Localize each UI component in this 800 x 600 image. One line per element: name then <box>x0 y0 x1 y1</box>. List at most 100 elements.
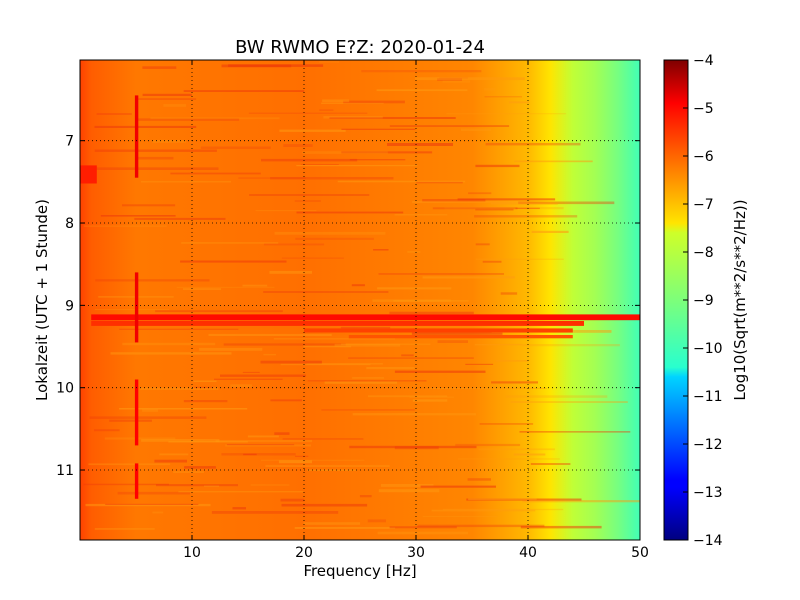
texture-streak <box>519 431 631 433</box>
texture-streak <box>351 284 365 287</box>
texture-streak <box>184 466 216 469</box>
texture-streak <box>322 99 350 103</box>
texture-streak <box>283 144 313 147</box>
spectrogram-event <box>91 321 584 326</box>
x-tick-label: 40 <box>519 545 537 561</box>
spectrogram-streaks <box>83 61 640 535</box>
texture-streak <box>368 395 448 398</box>
texture-streak <box>83 483 169 486</box>
texture-streak <box>478 448 555 451</box>
texture-streak <box>341 151 433 154</box>
texture-streak <box>136 118 240 121</box>
texture-streak <box>380 484 434 487</box>
texture-streak <box>324 381 397 384</box>
texture-streak <box>193 380 217 382</box>
texture-streak <box>431 509 536 512</box>
texture-streak <box>134 217 226 220</box>
texture-streak <box>422 199 486 202</box>
texture-streak <box>223 343 346 346</box>
texture-streak <box>444 207 564 210</box>
texture-streak <box>88 463 171 466</box>
texture-streak <box>329 117 456 119</box>
texture-streak <box>243 453 257 456</box>
texture-streak <box>509 101 530 104</box>
texture-streak <box>152 511 164 514</box>
texture-streak <box>270 177 394 180</box>
x-axis-label: Frequency [Hz] <box>303 562 416 580</box>
texture-streak <box>352 413 476 416</box>
texture-streak <box>89 416 207 419</box>
texture-streak <box>204 485 220 487</box>
texture-streak <box>376 89 468 92</box>
texture-streak <box>378 273 504 275</box>
texture-streak <box>150 117 280 120</box>
texture-streak <box>394 214 448 216</box>
texture-streak <box>457 198 556 201</box>
texture-streak <box>361 70 482 73</box>
spectrogram-event <box>134 463 139 499</box>
colorbar-tick-label: −9 <box>693 293 714 309</box>
texture-streak <box>178 491 304 493</box>
texture-streak <box>307 469 357 471</box>
texture-streak <box>307 380 427 382</box>
texture-streak <box>479 423 534 425</box>
texture-streak <box>510 401 628 403</box>
texture-streak <box>173 471 204 473</box>
texture-streak <box>263 353 276 356</box>
texture-streak <box>467 478 491 481</box>
texture-streak <box>230 384 252 388</box>
texture-streak <box>483 88 496 91</box>
texture-streak <box>465 363 494 365</box>
texture-streak <box>141 439 220 442</box>
texture-streak <box>420 485 496 488</box>
texture-streak <box>475 208 514 211</box>
texture-streak <box>422 276 515 279</box>
texture-streak <box>294 527 396 529</box>
texture-streak <box>274 231 386 235</box>
texture-streak <box>163 104 187 107</box>
texture-streak <box>389 526 457 529</box>
texture-streak <box>214 378 283 380</box>
texture-streak <box>412 200 528 204</box>
texture-streak <box>319 61 340 63</box>
texture-streak <box>211 511 339 514</box>
colorbar-tick-label: −7 <box>693 197 714 213</box>
texture-streak <box>442 80 471 83</box>
texture-streak <box>182 288 221 290</box>
texture-streak <box>199 347 263 351</box>
texture-streak <box>394 370 486 373</box>
texture-streak <box>119 328 239 330</box>
spectrogram-event <box>134 95 139 178</box>
texture-streak <box>341 128 416 130</box>
texture-streak <box>359 495 372 498</box>
texture-streak <box>159 453 189 456</box>
spectrogram-event <box>348 335 573 339</box>
texture-streak <box>273 338 396 340</box>
texture-streak <box>474 215 578 218</box>
y-tick-label: 8 <box>65 216 74 232</box>
texture-streak <box>181 242 279 244</box>
texture-streak <box>460 128 491 131</box>
texture-streak <box>242 371 260 373</box>
texture-streak <box>242 284 268 287</box>
texture-streak <box>183 400 228 403</box>
texture-streak <box>415 77 525 81</box>
texture-streak <box>437 340 468 343</box>
texture-streak <box>232 507 246 510</box>
texture-streak <box>238 177 306 179</box>
texture-streak <box>215 439 313 443</box>
texture-streak <box>468 498 537 501</box>
texture-streak <box>168 441 248 443</box>
y-tick-label: 9 <box>65 298 74 314</box>
texture-streak <box>100 215 176 217</box>
texture-streak <box>119 408 248 410</box>
colorbar-tick-label: −10 <box>693 341 723 357</box>
texture-streak <box>221 64 292 68</box>
texture-streak <box>249 194 370 196</box>
texture-streak <box>280 363 371 366</box>
x-tick-label: 50 <box>631 545 649 561</box>
texture-streak <box>194 386 213 389</box>
texture-streak <box>250 484 290 486</box>
texture-streak <box>170 172 261 175</box>
